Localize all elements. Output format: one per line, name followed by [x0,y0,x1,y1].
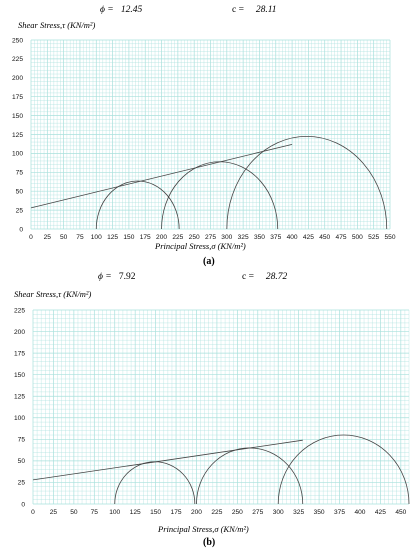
plot-area-b: 0 25 50 75 100 125 150 175 200 225 250 275 300 325 350… [14,307,410,516]
y-tick-label: 100 [12,151,23,158]
y-tick-label: 125 [14,394,25,401]
c-label-b: c = [242,272,254,282]
y-tick-label: 250 [12,37,23,44]
caption-b-text: (b) [203,537,216,548]
x-tick-label: 150 [123,234,134,241]
x-tick-label: 350 [254,234,265,241]
mohr-circle-3 [277,434,410,505]
x-tick-label: 125 [130,509,141,516]
y-tick-label: 150 [14,372,25,379]
y-tick-label: 100 [14,415,25,422]
x-tick-label: 175 [140,234,151,241]
x-tick-label: 375 [270,234,281,241]
x-tick-label: 125 [107,234,118,241]
x-tick-label: 350 [314,509,325,516]
x-tick-label: 275 [205,234,216,241]
mohr-chart-a: ϕ = 12.45 c = 28.11 Shear Stress,τ (KN/m… [0,0,419,272]
x-tick-label: 450 [395,509,406,516]
phi-readout-a: ϕ = 12.45 [100,5,142,15]
x-tick-label: 425 [303,234,314,241]
c-value-a: 28.11 [255,5,277,15]
y-tick-label: 175 [14,350,25,357]
x-tick-label: 525 [368,234,379,241]
phi-value-b: 7.92 [118,272,136,282]
x-tick-label: 50 [70,509,78,516]
y-tick-label: 175 [12,94,23,101]
failure-envelope [32,439,303,481]
y-axis-title-b: Shear Stress,τ (KN/m²) [14,289,92,299]
x-tick-label: 0 [29,234,33,241]
x-tick-label: 75 [91,509,99,516]
y-tick-label: 25 [16,207,24,214]
y-axis-title-a: Shear Stress,τ (KN/m²) [18,20,96,30]
mohr-circle-1 [95,180,180,230]
x-tick-label: 400 [287,234,298,241]
x-axis-title-b: Principal Stress,σ (KN/m²) [158,524,249,534]
x-tick-label: 75 [76,234,84,241]
x-tick-label: 375 [334,509,345,516]
phi-label-a: ϕ = [100,5,114,15]
y-tick-label: 75 [18,437,26,444]
x-tick-label: 150 [150,509,161,516]
x-tick-label: 250 [232,509,243,516]
c-label-a: c = [232,5,244,15]
y-tick-label: 200 [14,329,25,336]
y-tick-label: 50 [18,458,26,465]
phi-value-a: 12.45 [120,5,143,15]
y-tick-label: 200 [12,75,23,82]
mohr-circle-3 [226,136,388,230]
x-tick-label: 25 [50,509,58,516]
x-tick-label: 0 [31,509,35,516]
x-tick-label: 100 [91,234,102,241]
failure-envelope [30,143,293,209]
caption-a: (a) [203,256,215,267]
y-tick-label: 150 [12,113,23,120]
y-tick-label: 0 [19,226,23,233]
x-tick-label: 100 [109,509,120,516]
caption-a-text: (a) [203,256,215,267]
y-tick-label: 225 [14,307,25,314]
x-tick-label: 500 [352,234,363,241]
mohr-circle-1 [114,461,196,505]
phi-readout-b: ϕ = 7.92 [98,272,135,282]
x-tick-label: 175 [171,509,182,516]
c-readout-b: c = 28.72 [242,272,287,282]
x-tick-label: 325 [293,509,304,516]
x-tick-label: 425 [375,509,386,516]
y-tick-label: 0 [21,501,25,508]
x-tick-label: 550 [384,234,395,241]
y-tick-label: 50 [16,189,24,196]
x-tick-label: 400 [354,509,365,516]
c-value-b: 28.72 [265,272,288,282]
x-tick-label: 25 [44,234,52,241]
caption-b: (b) [203,537,215,548]
x-tick-label: 325 [238,234,249,241]
c-readout-a: c = 28.11 [232,5,277,15]
x-tick-label: 200 [191,509,202,516]
y-tick-label: 125 [12,132,23,139]
x-tick-label: 200 [156,234,167,241]
x-tick-label: 50 [60,234,68,241]
grid-a [30,39,391,230]
mohr-chart-b: ϕ = 7.92 c = 28.72 Shear Stress,τ (KN/m²… [0,272,419,550]
x-tick-label: 250 [189,234,200,241]
x-tick-label: 450 [319,234,330,241]
x-tick-label: 300 [221,234,232,241]
y-tick-label: 75 [16,170,24,177]
x-tick-label: 225 [172,234,183,241]
x-tick-label: 225 [211,509,222,516]
x-tick-label: 275 [252,509,263,516]
phi-label-b: ϕ = [98,272,112,282]
y-tick-label: 25 [18,480,26,487]
x-axis-title-a: Principal Stress,σ (KN/m²) [155,241,246,251]
y-tick-label: 225 [12,56,23,63]
x-tick-label: 475 [336,234,347,241]
plot-area-a: 0 25 50 75 100 125 150 175 200 225 250 275 300 325 350… [12,37,396,241]
grid-b [32,309,410,505]
x-tick-label: 300 [273,509,284,516]
